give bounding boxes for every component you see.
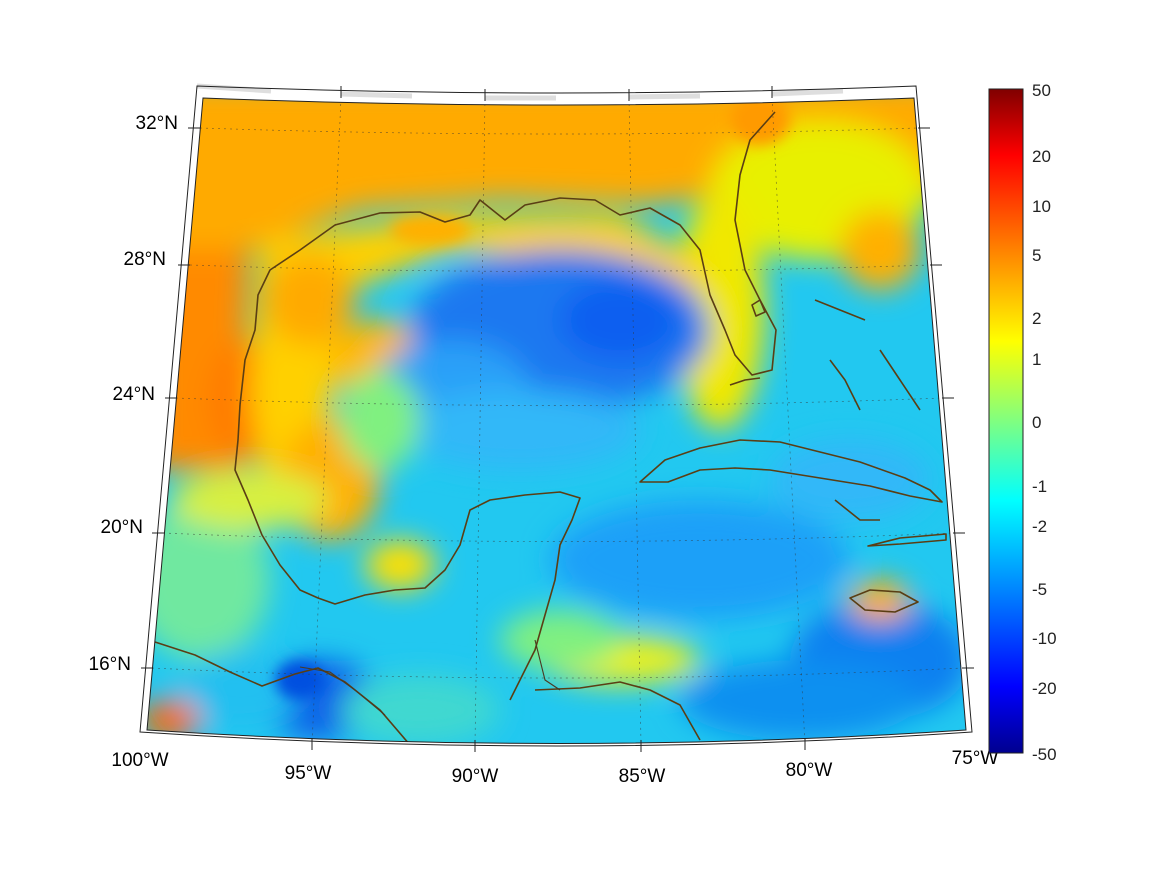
gulf-coast-mexico <box>234 404 581 701</box>
colorbar-tick-label: -50 <box>1032 745 1057 764</box>
colorbar-tick-label: 5 <box>1032 246 1041 265</box>
colorbar-tick-label: -5 <box>1032 580 1047 599</box>
map-frame <box>139 83 974 752</box>
lon-tick-label: 85°W <box>619 766 666 787</box>
colorbar-tick-label: 20 <box>1032 147 1051 166</box>
lon-tick-label: 95°W <box>285 763 332 784</box>
lon-tick-label: 80°W <box>786 760 833 781</box>
colorbar-tick-label: -10 <box>1032 629 1057 648</box>
hispaniola-coast <box>867 533 947 547</box>
colorbar-tick-label: 2 <box>1032 309 1041 328</box>
lat-tick-label: 16°N <box>89 654 131 675</box>
lat-tick-labels: 32°N 28°N 24°N 20°N 16°N <box>89 113 178 675</box>
country-borders <box>299 639 561 716</box>
lat-tick-label: 20°N <box>101 517 143 538</box>
lon-tick-labels: 100°W 95°W 90°W 85°W 80°W 75°W <box>111 748 998 787</box>
lon-tick-label: 100°W <box>111 750 168 771</box>
colorbar-tick-label: -2 <box>1032 517 1047 536</box>
colorbar-tick-label: 1 <box>1032 350 1041 369</box>
lat-tick-label: 28°N <box>124 249 166 270</box>
colorbar-tick-label: -1 <box>1032 477 1047 496</box>
graticule <box>151 98 963 744</box>
lat-tick-label: 32°N <box>136 113 178 134</box>
colorbar-tick-label: -20 <box>1032 679 1057 698</box>
colorbar-tick-label: 0 <box>1032 413 1041 432</box>
colorbar-tick-label: 50 <box>1032 81 1051 100</box>
data-field-heatmap <box>147 98 966 744</box>
lake-okeechobee <box>751 299 766 317</box>
florida-keys <box>729 377 761 386</box>
bahamas <box>814 299 921 521</box>
lon-tick-label: 75°W <box>952 748 999 769</box>
lon-tick-label: 90°W <box>452 766 499 787</box>
colorbar: 50 20 10 5 2 1 0 -1 -2 -5 -10 -20 -50 <box>988 81 1057 764</box>
colorbar-gradient <box>988 88 1024 754</box>
lat-tick-label: 24°N <box>113 384 155 405</box>
colorbar-tick-label: 10 <box>1032 197 1051 216</box>
central-america-coast <box>534 681 701 741</box>
cuba-coast <box>639 439 943 503</box>
jamaica-coast <box>849 589 919 613</box>
coastlines <box>154 111 947 744</box>
